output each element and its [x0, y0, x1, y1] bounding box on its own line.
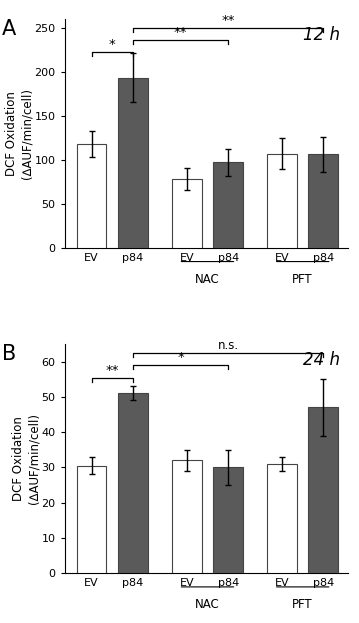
Text: B: B — [2, 344, 17, 364]
Bar — [267, 464, 297, 573]
Bar — [76, 465, 106, 573]
Text: 12 h: 12 h — [303, 26, 340, 44]
Text: PFT: PFT — [292, 598, 313, 611]
Bar — [308, 155, 338, 248]
Text: NAC: NAC — [195, 598, 220, 611]
Y-axis label: DCF Oxidation
(∆AUF/min/cell): DCF Oxidation (∆AUF/min/cell) — [12, 413, 40, 504]
Bar — [213, 163, 243, 248]
Text: PFT: PFT — [292, 273, 313, 286]
Text: **: ** — [174, 26, 187, 39]
Text: *: * — [109, 38, 116, 51]
Text: 24 h: 24 h — [303, 351, 340, 369]
Text: *: * — [177, 351, 184, 364]
Y-axis label: DCF Oxidation
(∆AUF/min/cell): DCF Oxidation (∆AUF/min/cell) — [5, 88, 33, 179]
Text: n.s.: n.s. — [218, 339, 239, 352]
Bar — [118, 393, 148, 573]
Bar — [76, 144, 106, 248]
Bar — [308, 407, 338, 573]
Bar — [118, 78, 148, 248]
Text: A: A — [2, 19, 17, 39]
Bar — [172, 179, 202, 248]
Text: **: ** — [106, 364, 119, 377]
Text: NAC: NAC — [195, 273, 220, 286]
Bar — [267, 153, 297, 248]
Bar — [213, 467, 243, 573]
Bar — [172, 460, 202, 573]
Text: **: ** — [222, 14, 235, 27]
